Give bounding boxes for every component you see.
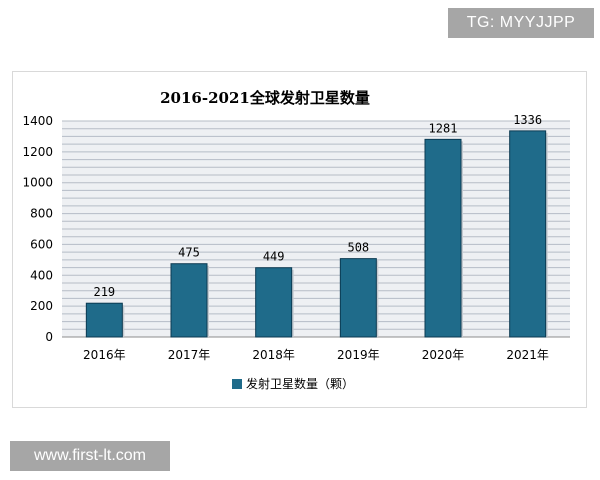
data-label: 1336	[513, 113, 542, 127]
data-label: 449	[263, 250, 285, 264]
grid-layer	[62, 120, 570, 337]
data-label: 1281	[429, 121, 458, 135]
data-label: 219	[93, 285, 115, 299]
x-tick-label: 2020年	[422, 348, 465, 362]
axis-layer: 0 200 400 600 800 1000 1200 1400	[22, 114, 570, 344]
x-tick-label: 2016年	[83, 348, 126, 362]
y-tick-label: 200	[30, 299, 53, 313]
data-label: 508	[347, 241, 369, 255]
chart-card: 2016-2021全球发射卫星数量 0 200 400 600 800 1000 1200 1…	[12, 71, 587, 408]
bar-chart: 2016-2021全球发射卫星数量 0 200 400 600 800 1000 1200 1…	[22, 89, 570, 391]
y-tick-label: 800	[30, 207, 53, 221]
label-layer: 219 2016年 475 2017年 449 2018年 508 2019年 1281 2020…	[83, 113, 549, 362]
watermark-top: TG: MYYJJPP	[448, 8, 594, 38]
y-tick-label: 1200	[22, 145, 53, 159]
bar	[339, 258, 377, 338]
y-tick-label: 0	[45, 330, 53, 344]
legend-swatch	[232, 379, 242, 389]
legend: 发射卫星数量（颗）	[232, 376, 354, 391]
bar	[424, 138, 462, 338]
x-tick-label: 2021年	[506, 348, 549, 362]
chart-title: 2016-2021全球发射卫星数量	[160, 89, 370, 107]
watermark-bottom: www.first-lt.com	[10, 441, 170, 471]
x-tick-label: 2018年	[252, 348, 295, 362]
y-tick-label: 400	[30, 268, 53, 282]
bar-layer	[85, 130, 548, 338]
data-label: 475	[178, 246, 200, 260]
bar	[170, 263, 208, 338]
y-tick-label: 1400	[22, 114, 53, 128]
y-tick-label: 600	[30, 237, 53, 251]
bar	[509, 130, 547, 338]
bar	[85, 302, 123, 338]
x-tick-label: 2019年	[337, 348, 380, 362]
y-tick-label: 1000	[22, 176, 53, 190]
legend-label: 发射卫星数量（颗）	[246, 376, 354, 391]
x-tick-label: 2017年	[168, 348, 211, 362]
bar	[255, 267, 293, 338]
